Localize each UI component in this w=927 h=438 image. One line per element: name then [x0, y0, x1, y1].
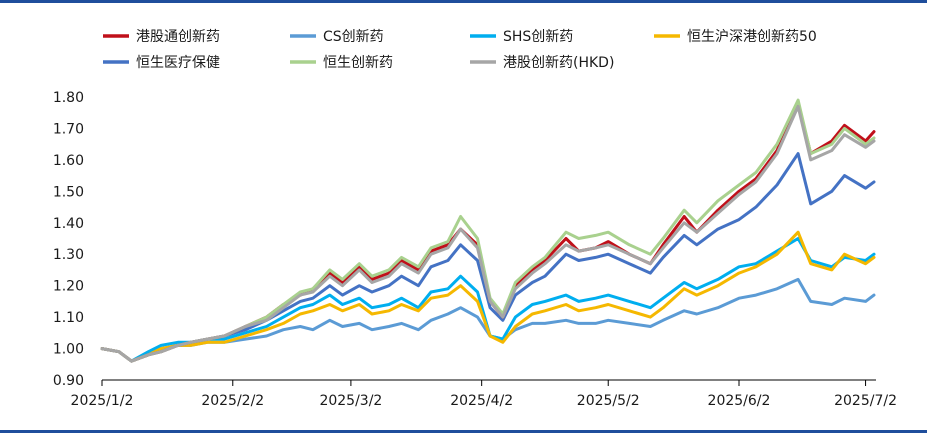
legend-label: 港股创新药(HKD): [503, 55, 614, 71]
x-tick-label: 2025/2/2: [201, 393, 264, 409]
x-tick-label: 2025/7/2: [834, 393, 897, 409]
series-line-2: [100, 237, 876, 363]
series-line-3: [100, 230, 876, 363]
x-tick-label: 2025/5/2: [577, 393, 640, 409]
legend-item: SHS创新药: [470, 29, 573, 45]
y-tick-label: 0.90: [53, 373, 84, 389]
top-border: [0, 0, 927, 3]
legend-label: 港股通创新药: [136, 29, 220, 45]
legend-label: 恒生医疗保健: [136, 55, 220, 71]
series-lines: [100, 98, 876, 363]
legend: 港股通创新药 CS创新药 SHS创新药 恒生沪深港创新药50 恒生医疗保健 恒生创新药 港股…: [103, 29, 817, 71]
y-tick-label: 1.60: [53, 153, 84, 169]
legend-label: CS创新药: [323, 29, 384, 45]
legend-label: 恒生沪深港创新药50: [687, 29, 817, 45]
legend-label: 恒生创新药: [323, 55, 393, 71]
y-tick-label: 1.20: [53, 279, 84, 295]
legend-item: 港股创新药(HKD): [470, 55, 614, 71]
x-tick-label: 2025/6/2: [708, 393, 771, 409]
series-line-5: [100, 98, 876, 363]
legend-item: CS创新药: [290, 29, 384, 45]
legend-item: 港股通创新药: [103, 29, 220, 45]
legend-item: 恒生沪深港创新药50: [654, 29, 817, 45]
y-tick-label: 1.40: [53, 216, 84, 232]
y-tick-label: 1.70: [53, 121, 84, 137]
y-tick-label: 1.50: [53, 184, 84, 200]
y-tick-label: 1.30: [53, 247, 84, 263]
axes: 0.90 1.00 1.10 1.20 1.30 1.40 1.50 1.60 1.70 1.80…: [53, 90, 897, 409]
bottom-border: [0, 430, 927, 433]
legend-item: 恒生创新药: [290, 55, 393, 71]
series-line-0: [100, 101, 876, 363]
legend-label: SHS创新药: [503, 29, 573, 45]
y-tick-label: 1.10: [53, 310, 84, 326]
y-tick-label: 1.00: [53, 342, 84, 358]
x-tick-label: 2025/3/2: [319, 393, 382, 409]
series-line-6: [100, 104, 876, 363]
x-tick-label: 2025/4/2: [450, 393, 513, 409]
legend-item: 恒生医疗保健: [103, 55, 220, 71]
x-tick-label: 2025/1/2: [71, 393, 134, 409]
y-tick-label: 1.80: [53, 90, 84, 106]
